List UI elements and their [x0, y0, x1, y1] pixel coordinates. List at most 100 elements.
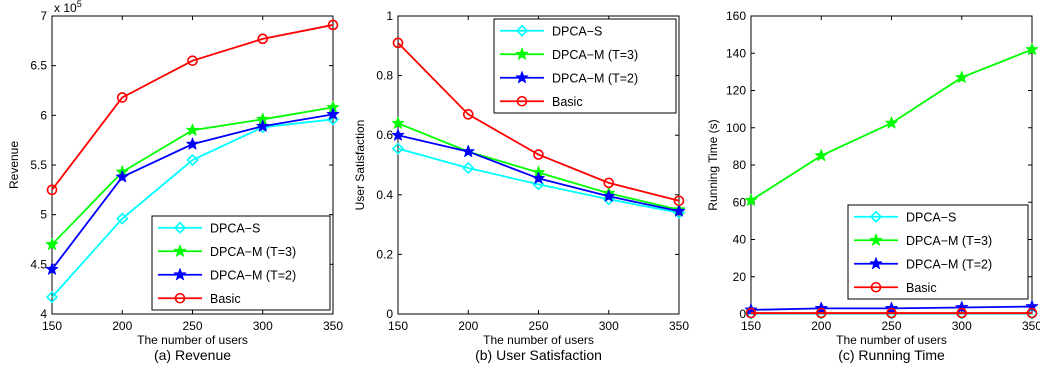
legend-label-dpca-m-t-2: DPCA−M (T=2)	[906, 257, 992, 271]
y-tick-label: 4.5	[30, 257, 47, 271]
data-point-dpca-m-t-2	[461, 144, 475, 158]
data-point-dpca-m-t-2	[326, 107, 340, 120]
y-tick-label: 60	[733, 195, 747, 209]
x-tick-label: 300	[952, 319, 972, 333]
legend: DPCA−S DPCA−M (T=3) DPCA−M (T=2) Basic	[847, 204, 1029, 300]
data-point-basic	[116, 92, 128, 103]
y-tick-label: 7	[40, 9, 47, 23]
panel-caption: (c) Running Time	[838, 347, 945, 363]
y-tick-label: 5	[40, 208, 47, 222]
data-point-dpca-s	[462, 161, 475, 175]
series-group	[391, 37, 686, 219]
legend-marker-dpca-m-t-2	[869, 257, 883, 270]
data-point-basic	[327, 19, 339, 31]
data-point-dpca-m-t-3	[885, 116, 898, 129]
y-tick-label: 140	[726, 46, 746, 60]
data-point-dpca-s	[116, 212, 129, 225]
data-point-dpca-m-t-2	[391, 128, 405, 141]
y-tick-label: 120	[726, 84, 746, 98]
legend-marker-dpca-m-t-3	[173, 244, 187, 257]
x-tick-label: 350	[669, 319, 689, 333]
legend-marker-dpca-m-t-2	[173, 268, 187, 281]
legend-marker-basic	[870, 281, 882, 293]
data-point-dpca-m-t-2	[602, 189, 616, 202]
data-point-dpca-s	[391, 142, 405, 155]
panel-revenue: 150 200 250 300 350 4 4.5 5 5.5 6 6.5 7 x 105 The num…	[7, 0, 343, 363]
data-point-dpca-m-t-2	[256, 119, 270, 132]
legend-label-dpca-s: DPCA−S	[210, 221, 260, 235]
x-tick-label: 350	[323, 319, 343, 333]
data-point-dpca-m-t-2	[186, 137, 199, 150]
x-tick-label: 150	[42, 319, 62, 333]
y-axis-label: User Satisfaction	[353, 120, 367, 211]
data-point-basic	[257, 33, 269, 45]
data-point-dpca-m-t-3	[186, 123, 199, 136]
data-point-dpca-m-t-2	[45, 262, 59, 275]
legend-marker-dpca-s	[515, 24, 529, 37]
data-point-dpca-m-t-3	[391, 116, 405, 129]
data-point-dpca-m-t-2	[955, 300, 969, 313]
data-point-dpca-s	[744, 307, 758, 320]
data-point-basic	[462, 109, 474, 120]
legend-label-dpca-s: DPCA−S	[906, 210, 956, 224]
data-point-dpca-m-t-3	[814, 149, 828, 162]
data-point-dpca-m-t-3	[1025, 42, 1039, 55]
x-tick-label: 300	[253, 319, 273, 333]
x-tick-label: 200	[112, 319, 132, 333]
legend-marker-basic	[174, 292, 186, 304]
data-point-dpca-m-t-2	[672, 204, 686, 217]
data-point-dpca-m-t-3	[955, 70, 969, 83]
panel-running-time: 150 200 250 300 350 0 20 40 60 80 100 120 140 160 The …	[706, 9, 1040, 363]
x-tick-label: 350	[1022, 319, 1040, 333]
panel-user-satisfaction: 150 200 250 300 350 0 0.2 0.4 0.6 0.8 1 The number …	[353, 9, 689, 363]
x-tick-label: 150	[388, 319, 408, 333]
data-point-basic	[956, 307, 968, 319]
x-axis-label: The number of users	[483, 333, 594, 347]
legend-label-dpca-m-t-2: DPCA−M (T=2)	[552, 71, 638, 85]
data-point-basic	[603, 177, 615, 189]
data-point-basic	[533, 149, 544, 160]
x-tick-label: 200	[811, 319, 831, 333]
y-tick-label: 100	[726, 121, 746, 135]
x-tick-label: 200	[458, 319, 478, 333]
legend-label-dpca-s: DPCA−S	[552, 24, 602, 38]
legend-label-dpca-m-t-3: DPCA−M (T=3)	[210, 245, 296, 259]
legend-label-dpca-m-t-2: DPCA−M (T=2)	[210, 268, 296, 282]
legend-marker-dpca-s	[173, 221, 187, 234]
data-point-basic	[187, 55, 198, 67]
x-tick-label: 250	[881, 319, 901, 333]
y-exponent-power: 5	[77, 0, 82, 9]
y-tick-label: 0.8	[376, 69, 393, 83]
x-tick-label: 150	[741, 319, 761, 333]
x-tick-label: 300	[599, 319, 619, 333]
panel-caption: (a) Revenue	[154, 347, 231, 363]
legend-marker-dpca-m-t-3	[869, 233, 883, 246]
y-tick-label: 4	[40, 307, 47, 321]
data-point-dpca-s	[45, 290, 59, 304]
data-point-basic	[673, 195, 685, 207]
legend-marker-dpca-m-t-3	[515, 47, 529, 60]
y-tick-label: 5.5	[30, 158, 47, 172]
series-group	[45, 19, 340, 304]
series-line-basic	[51, 24, 334, 191]
y-tick-label: 1	[386, 9, 393, 23]
data-point-dpca-s	[186, 153, 199, 167]
y-tick-label: 0.2	[376, 247, 393, 261]
data-point-dpca-m-t-2	[532, 171, 545, 184]
x-tick-label: 250	[182, 319, 202, 333]
legend-label-basic: Basic	[210, 292, 241, 306]
data-point-basic	[745, 307, 757, 319]
series-line-dpca-s	[397, 147, 680, 214]
data-point-basic	[46, 184, 58, 196]
legend-marker-dpca-s	[869, 210, 883, 223]
data-point-dpca-m-t-3	[744, 193, 758, 206]
data-point-basic	[392, 37, 404, 49]
data-point-dpca-m-t-2	[115, 170, 129, 183]
y-axis-label: Revenue	[7, 141, 21, 189]
y-tick-label: 0	[386, 307, 393, 321]
y-tick-label: 0.4	[376, 188, 393, 202]
y-tick-label: 20	[733, 270, 747, 284]
series-line-basic	[397, 42, 680, 202]
